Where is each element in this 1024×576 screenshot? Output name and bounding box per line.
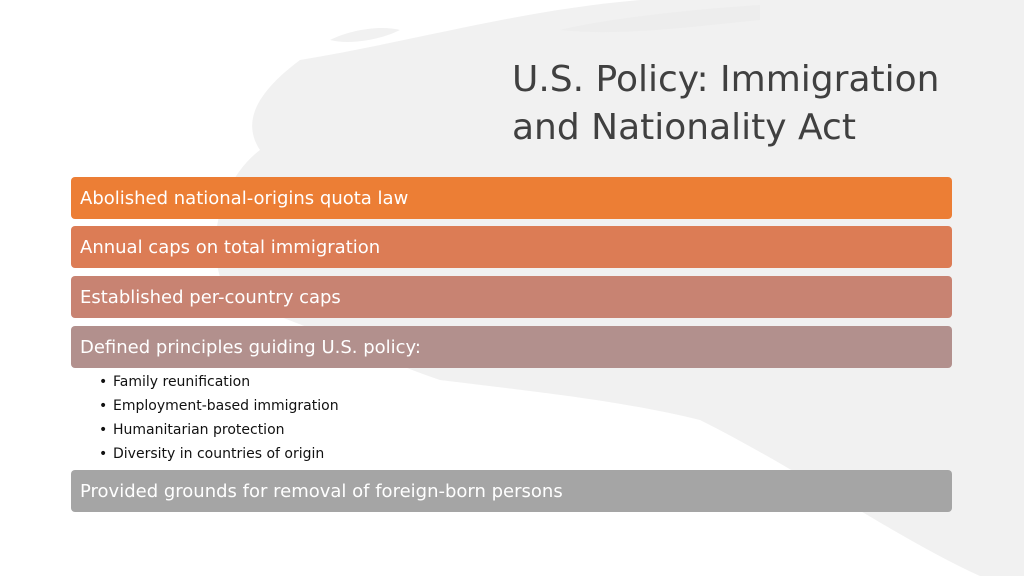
slide-title-line-2: and Nationality Act xyxy=(512,107,856,148)
list-item-defined-principles: Defined principles guiding U.S. policy: xyxy=(71,326,952,368)
slide-title: U.S. Policy: Immigration and Nationality… xyxy=(512,56,992,152)
bullet-icon: • xyxy=(99,374,108,390)
sublist-item-label: Humanitarian protection xyxy=(113,422,285,438)
list-item-label: Annual caps on total immigration xyxy=(80,236,381,258)
list-item-label: Provided grounds for removal of foreign-… xyxy=(80,480,563,502)
list-item-label: Established per-country caps xyxy=(80,286,341,308)
sublist-item-label: Employment-based immigration xyxy=(113,398,339,414)
list-item-grounds-for-removal: Provided grounds for removal of foreign-… xyxy=(71,470,952,512)
bullet-icon: • xyxy=(99,398,108,414)
bullet-icon: • xyxy=(99,422,108,438)
sublist-item-employment: • Employment-based immigration xyxy=(98,394,339,418)
slide-title-line-1: U.S. Policy: Immigration xyxy=(512,59,940,100)
sublist-item-diversity: • Diversity in countries of origin xyxy=(98,442,339,466)
list-item-label: Abolished national-origins quota law xyxy=(80,187,409,209)
sublist-item-label: Family reunification xyxy=(113,374,251,390)
sublist-item-family: • Family reunification xyxy=(98,370,339,394)
list-item-label: Defined principles guiding U.S. policy: xyxy=(80,336,421,358)
sublist-item-label: Diversity in countries of origin xyxy=(113,446,325,462)
list-item-per-country-caps: Established per-country caps xyxy=(71,276,952,318)
bullet-icon: • xyxy=(99,446,108,462)
list-item-annual-caps: Annual caps on total immigration xyxy=(71,226,952,268)
list-item-abolished-quota: Abolished national-origins quota law xyxy=(71,177,952,219)
principles-sublist: • Family reunification • Employment-base… xyxy=(98,370,339,466)
sublist-item-humanitarian: • Humanitarian protection xyxy=(98,418,339,442)
